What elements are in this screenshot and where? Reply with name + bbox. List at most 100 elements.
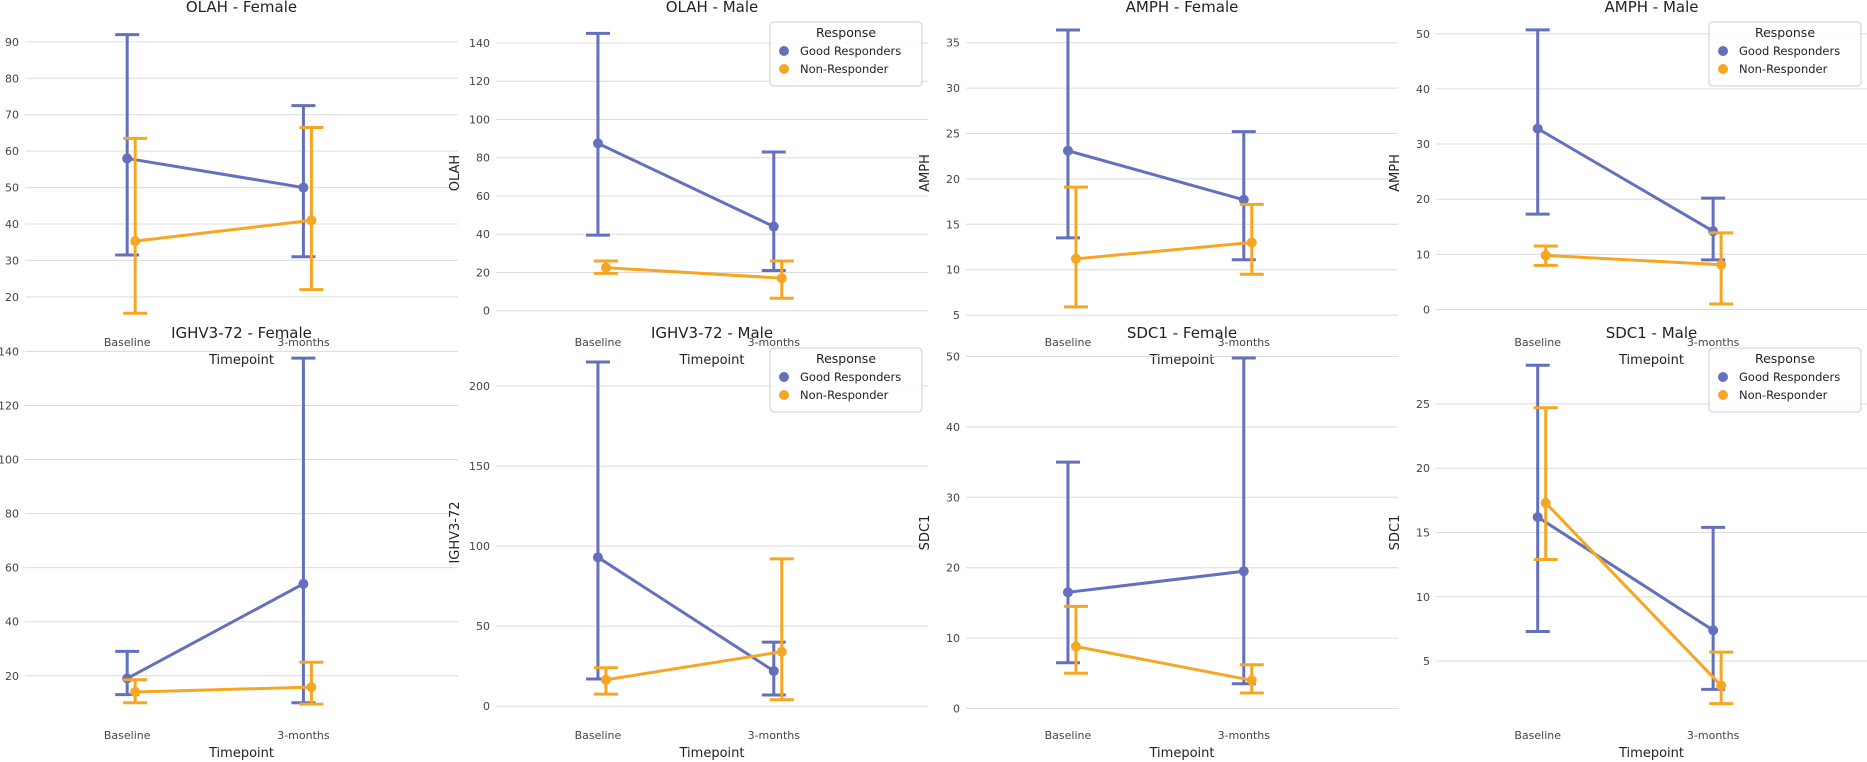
series-line [1075,645,1253,682]
x-tick-label: 3-months [748,729,801,742]
series-non [1063,604,1264,695]
y-tick-label: 60 [5,562,19,575]
data-point [1238,566,1249,577]
legend-marker-non [779,64,789,74]
x-tick-label: 3-months [1687,336,1740,349]
y-tick-label: 20 [946,562,960,575]
series-line [1536,127,1714,233]
y-tick-label: 30 [5,254,19,267]
panel-title: IGHV3-72 - Male [651,324,773,342]
x-tick-label: 3-months [277,729,330,742]
legend-box [769,21,923,87]
y-tick-label: 20 [1416,193,1430,206]
y-tick-label: 100 [0,454,19,467]
legend: Response Good Responders Non-Responder [1708,347,1862,413]
y-tick-label: 10 [946,264,960,277]
series-good [585,360,786,697]
y-tick-label: 40 [946,421,960,434]
x-tick-label: Baseline [575,336,622,349]
series-line [135,218,312,243]
y-tick-label: 200 [469,380,490,393]
x-tick-label: Baseline [104,729,151,742]
y-tick-label: 30 [946,82,960,95]
y-axis-label: SDC1 [918,515,933,551]
panel-2: 0 20 40 60 80 100 120 140 OLAH - Male Baseline 3-m… [448,0,928,368]
data-point [600,674,611,685]
y-tick-label: 20 [946,173,960,186]
data-point [1540,250,1551,261]
data-point [592,552,603,563]
series-line [1536,515,1714,632]
panel-title: OLAH - Male [666,0,759,16]
y-tick-label: 140 [469,37,490,50]
series-good [1055,356,1256,686]
panel-1: 20 30 40 50 60 70 80 90 OLAH - Female Baseline 3-m… [5,0,458,368]
legend-marker-non [779,390,789,400]
series-line [1067,569,1244,594]
x-tick-label: 3-months [748,336,801,349]
y-tick-label: 15 [946,218,960,231]
y-tick-label: 50 [476,620,490,633]
data-point [1540,497,1551,508]
legend-title: Response [816,25,876,40]
x-axis-label: Timepoint [679,746,745,761]
legend-marker-good [779,372,789,382]
legend-label-good: Good Responders [1739,370,1840,384]
data-point [1070,641,1081,652]
series-non [593,557,794,702]
data-point [130,686,141,697]
data-point [776,273,787,284]
y-tick-label: 40 [5,616,19,629]
y-tick-label: 20 [476,266,490,279]
series-line [605,266,782,280]
data-point [1532,512,1543,523]
series-line [126,156,304,190]
panel-title: AMPH - Male [1604,0,1698,16]
series-non [123,125,324,315]
x-tick-label: 3-months [1218,336,1271,349]
y-tick-label: 30 [946,491,960,504]
panel-title: AMPH - Female [1126,0,1239,16]
x-tick-label: Baseline [1045,336,1092,349]
y-tick-label: 80 [476,152,490,165]
legend-label-good: Good Responders [800,370,901,384]
y-tick-label: 150 [469,460,490,473]
legend-box [1708,347,1862,413]
series-line [126,582,305,680]
y-tick-label: 60 [476,190,490,203]
y-tick-label: 90 [5,36,19,49]
data-point [1070,253,1081,264]
panel-title: OLAH - Female [186,0,297,16]
panel-6: 0 50 100 150 200 IGHV3-72 - Male Baseline 3-mon… [448,324,928,761]
series-line [135,685,312,694]
x-tick-label: 3-months [1218,729,1271,742]
series-good [1525,363,1726,691]
x-axis-label: Timepoint [208,353,274,368]
data-point [1062,145,1073,156]
x-tick-label: Baseline [104,336,151,349]
y-axis-label: SDC1 [1388,515,1403,551]
data-point [1532,123,1543,134]
series-line [1545,253,1722,267]
legend-label-non: Non-Responder [1739,388,1828,402]
x-tick-label: 3-months [277,336,330,349]
panel-title: SDC1 - Male [1606,324,1698,342]
panel-5: 20 40 60 80 100 120 140 IGHV3-72 - Female Baseli… [0,324,458,761]
data-point [1246,675,1257,686]
series-non [593,259,794,300]
y-tick-label: 0 [1423,303,1430,316]
data-point [122,153,133,164]
series-line [1544,501,1723,687]
legend-box [1708,21,1862,87]
legend-label-non: Non-Responder [1739,62,1828,76]
series-line [1075,240,1252,261]
legend: Response Good Responders Non-Responder [1708,21,1862,87]
data-point [1708,226,1719,237]
series-non [1063,185,1264,309]
data-point [306,682,317,693]
panel-7: 0 10 20 30 40 50 SDC1 - Female Baseline 3-months… [918,324,1398,761]
y-tick-label: 50 [946,351,960,364]
x-axis-label: Timepoint [679,353,745,368]
panel-3: 5 10 15 20 25 30 35 AMPH - Female Baseline 3-mont… [918,0,1398,368]
y-tick-label: 35 [946,37,960,50]
